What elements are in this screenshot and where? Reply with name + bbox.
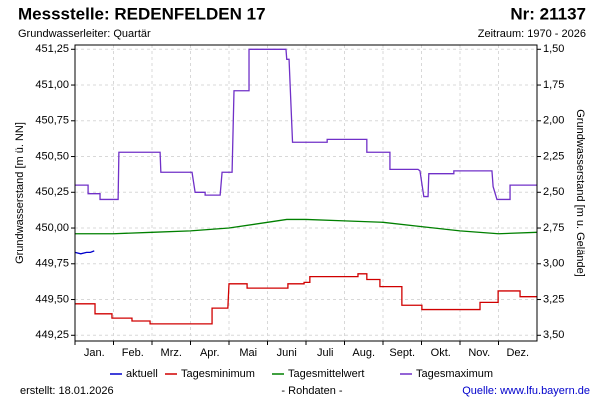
x-tick-label: Juli xyxy=(317,347,334,359)
y-axis-title: Grundwasserstand [m ü. NN] xyxy=(14,122,26,264)
x-tick-label: Feb. xyxy=(122,347,144,359)
y2-tick-label: 3,00 xyxy=(543,258,564,270)
station-number: Nr: 21137 xyxy=(510,4,586,23)
plot-frame xyxy=(74,44,538,342)
y-tick-label: 449,50 xyxy=(35,293,69,305)
y2-tick-label: 2,00 xyxy=(543,115,564,127)
y2-tick-label: 2,25 xyxy=(543,150,564,162)
x-tick-label: Okt. xyxy=(431,347,451,359)
legend-label: Tagesmittelwert xyxy=(288,368,364,380)
x-tick-label: Dez. xyxy=(506,347,529,359)
x-tick-label: Sept. xyxy=(389,347,415,359)
x-tick-label: Nov. xyxy=(468,347,490,359)
y2-tick-label: 1,75 xyxy=(543,79,564,91)
x-tick-label: Mai xyxy=(239,347,257,359)
source-link[interactable]: Quelle: www.lfu.bayern.de xyxy=(462,385,590,397)
x-tick-label: Aug. xyxy=(352,347,375,359)
x-tick-label: Jan. xyxy=(84,347,105,359)
series-line xyxy=(75,273,537,325)
series-line xyxy=(75,218,538,235)
y2-axis-title: Grundwasserstand [m u. Gelände] xyxy=(574,109,586,277)
y-tick-label: 450,50 xyxy=(35,150,69,162)
y2-tick-label: 2,50 xyxy=(543,186,564,198)
y-tick-label: 451,00 xyxy=(35,79,69,91)
legend-label: aktuell xyxy=(126,368,158,380)
y-tick-label: 449,75 xyxy=(35,258,69,270)
series-line xyxy=(75,48,537,201)
legend-label: Tagesminimum xyxy=(181,368,255,380)
y2-tick-label: 3,25 xyxy=(543,293,564,305)
period: Zeitraum: 1970 - 2026 xyxy=(478,28,586,40)
y2-tick-label: 2,75 xyxy=(543,222,564,234)
x-tick-label: Mrz. xyxy=(161,347,182,359)
y-tick-label: 449,25 xyxy=(35,329,69,341)
legend-label: Tagesmaximum xyxy=(416,368,493,380)
series-line xyxy=(74,250,95,255)
x-tick-label: Juni xyxy=(277,347,297,359)
y2-tick-label: 3,50 xyxy=(543,329,564,341)
y-tick-label: 450,25 xyxy=(35,186,69,198)
created-date: erstellt: 18.01.2026 xyxy=(20,385,114,397)
y-tick-label: 450,00 xyxy=(35,222,69,234)
y-tick-label: 450,75 xyxy=(35,115,69,127)
y-tick-label: 451,25 xyxy=(35,43,69,55)
x-tick-label: Apr. xyxy=(200,347,220,359)
chart-title: Messstelle: REDENFELDEN 17 xyxy=(18,4,266,23)
y2-tick-label: 1,50 xyxy=(543,43,564,55)
subtitle: Grundwasserleiter: Quartär xyxy=(18,28,151,40)
data-note: - Rohdaten - xyxy=(281,385,342,397)
